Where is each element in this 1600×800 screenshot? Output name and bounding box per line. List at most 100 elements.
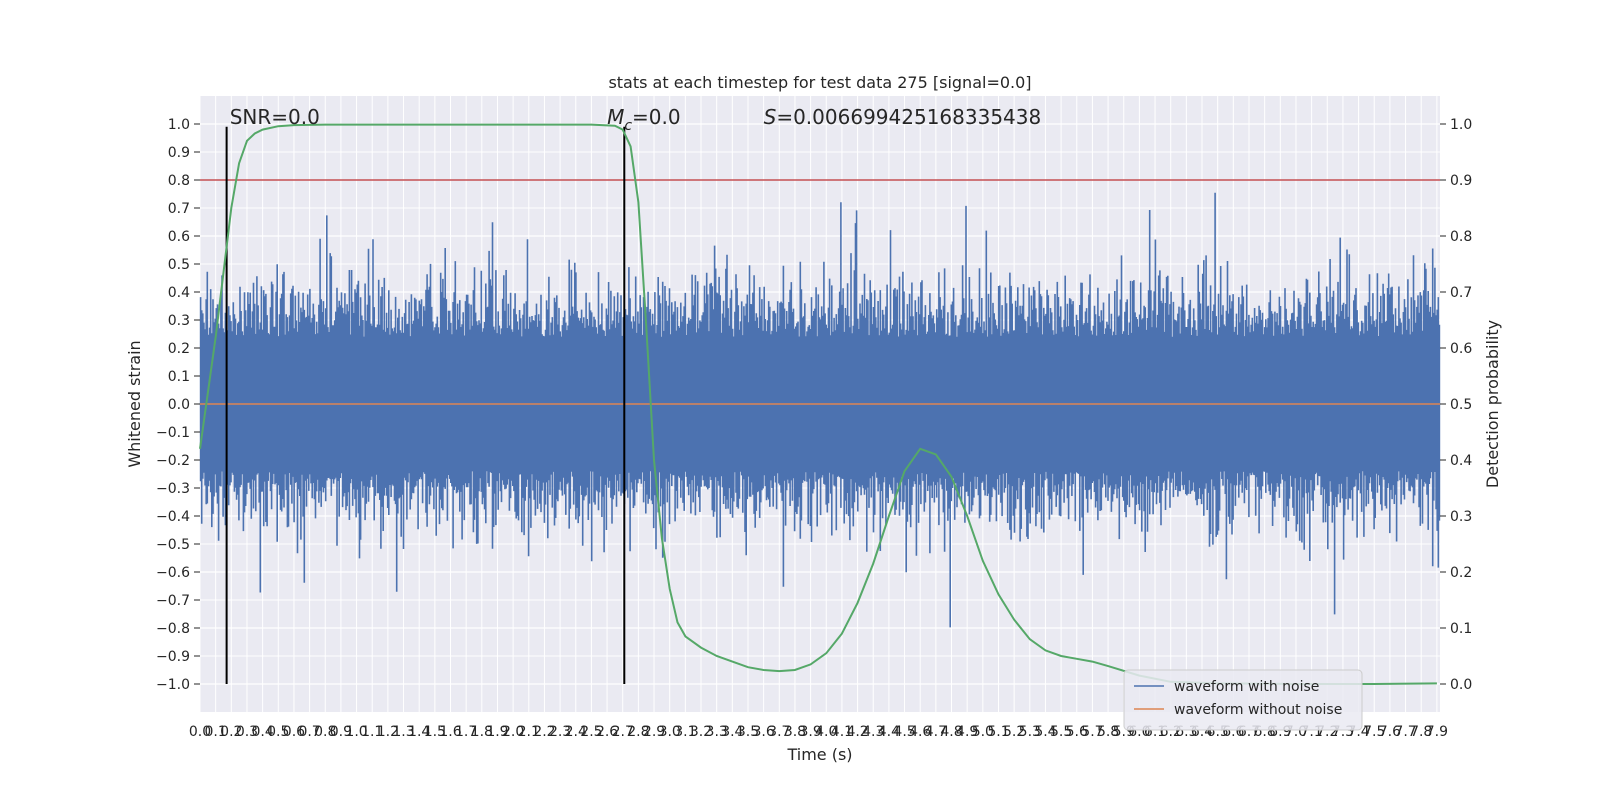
y2-tick-label: 1.0 [1450,117,1472,133]
x-tick-label: 3.7 [768,724,790,740]
x-tick-label: 1.3 [392,724,414,740]
x-tick-label: 1.7 [455,724,477,740]
x-tick-label: 2.6 [596,724,618,740]
x-tick-label: 4.6 [909,724,931,740]
x-tick-label: 2.3 [549,724,571,740]
x-tick-label: 5.0 [972,724,994,740]
x-tick-label: 2.5 [580,724,602,740]
x-tick-label: 0.4 [251,724,273,740]
y-axis-label: Whitened strain [125,340,144,467]
x-tick-label: 7.5 [1363,724,1385,740]
y2-tick-label: 0.4 [1450,453,1472,469]
y-tick-label: 0.0 [168,397,190,413]
x-tick-label: 2.1 [518,724,540,740]
x-tick-label: 2.8 [627,724,649,740]
x-tick-label: 4.4 [878,724,900,740]
x-tick-label: 1.5 [424,724,446,740]
x-tick-label: 3.3 [706,724,728,740]
x-axis-ticks: 0.00.10.20.30.40.50.60.70.80.91.01.11.21… [189,724,1448,740]
x-tick-label: 1.4 [408,724,430,740]
chirp-mass-value: =0.0 [632,105,681,129]
x-tick-label: 3.0 [659,724,681,740]
x-tick-label: 1.9 [486,724,508,740]
y2-axis-label: Detection probability [1483,320,1502,488]
x-tick-label: 4.9 [956,724,978,740]
x-tick-label: 4.3 [862,724,884,740]
y2-tick-label: 0.0 [1450,677,1472,693]
y-tick-label: 0.9 [168,145,190,161]
x-tick-label: 2.7 [612,724,634,740]
x-tick-label: 0.3 [236,724,258,740]
x-tick-label: 1.0 [345,724,367,740]
x-tick-label: 1.1 [361,724,383,740]
x-tick-label: 5.5 [1050,724,1072,740]
y-tick-label: 0.5 [168,257,190,273]
x-tick-label: 0.9 [330,724,352,740]
s-symbol: S [764,105,777,129]
s-statistic-annotation: S=0.006699425168335438 [764,105,1042,129]
x-tick-label: 0.5 [267,724,289,740]
x-tick-label: 7.7 [1394,724,1416,740]
x-tick-label: 3.5 [737,724,759,740]
x-tick-label: 5.2 [1003,724,1025,740]
x-tick-label: 7.8 [1410,724,1432,740]
legend: waveform with noise waveform without noi… [1123,669,1363,731]
legend-label-noiseless: waveform without noise [1174,702,1342,718]
y2-tick-label: 0.2 [1450,565,1472,581]
x-tick-label: 2.0 [502,724,524,740]
chirp-mass-symbol: M [607,105,624,129]
x-tick-label: 4.5 [893,724,915,740]
x-tick-label: 4.0 [815,724,837,740]
y2-tick-label: 0.5 [1450,397,1472,413]
x-tick-label: 2.9 [643,724,665,740]
x-tick-label: 4.2 [846,724,868,740]
y-tick-label: 0.2 [168,341,190,357]
y-tick-label: −0.6 [156,565,190,581]
y-tick-label: 1.0 [168,117,190,133]
legend-label-noise: waveform with noise [1174,679,1319,695]
x-tick-label: 3.8 [784,724,806,740]
y2-tick-label: 0.6 [1450,341,1472,357]
x-tick-label: 5.7 [1081,724,1103,740]
x-tick-label: 0.8 [314,724,336,740]
y-tick-label: −0.1 [156,425,190,441]
x-tick-label: 5.6 [1066,724,1088,740]
snr-annotation: SNR=0.0 [230,105,320,129]
y-tick-label: 0.4 [168,285,190,301]
chirp-mass-annotation: Mc=0.0 [607,105,681,134]
y2-tick-label: 0.9 [1450,173,1472,189]
s-value: =0.006699425168335438 [776,105,1041,129]
y-tick-label: −0.9 [156,649,190,665]
x-tick-label: 1.8 [471,724,493,740]
x-tick-label: 3.9 [799,724,821,740]
y-tick-label: −0.8 [156,621,190,637]
chirp-mass-subscript: c [624,118,632,134]
x-tick-label: 5.3 [1019,724,1041,740]
x-tick-label: 4.7 [925,724,947,740]
x-tick-label: 7.6 [1379,724,1401,740]
y-tick-label: 0.3 [168,313,190,329]
x-tick-label: 0.6 [283,724,305,740]
x-tick-label: 4.8 [940,724,962,740]
detection-probability-series [199,123,1437,685]
x-tick-label: 3.6 [753,724,775,740]
x-tick-label: 0.2 [220,724,242,740]
x-tick-label: 0.1 [205,724,227,740]
x-tick-label: 5.1 [987,724,1009,740]
x-tick-label: 3.2 [690,724,712,740]
x-tick-label: 2.4 [565,724,587,740]
y2-tick-label: 0.1 [1450,621,1472,637]
y2-tick-label: 0.3 [1450,509,1472,525]
y-tick-label: 0.6 [168,229,190,245]
chart-title: stats at each timestep for test data 275… [608,73,1031,92]
x-tick-label: 5.8 [1097,724,1119,740]
x-tick-label: 4.1 [831,724,853,740]
y-tick-label: 0.7 [168,201,190,217]
y-tick-label: −0.4 [156,509,190,525]
marker-lines [225,126,626,684]
y-tick-label: −0.3 [156,481,190,497]
y2-tick-label: 0.7 [1450,285,1472,301]
x-tick-label: 3.1 [674,724,696,740]
y-tick-label: −0.2 [156,453,190,469]
